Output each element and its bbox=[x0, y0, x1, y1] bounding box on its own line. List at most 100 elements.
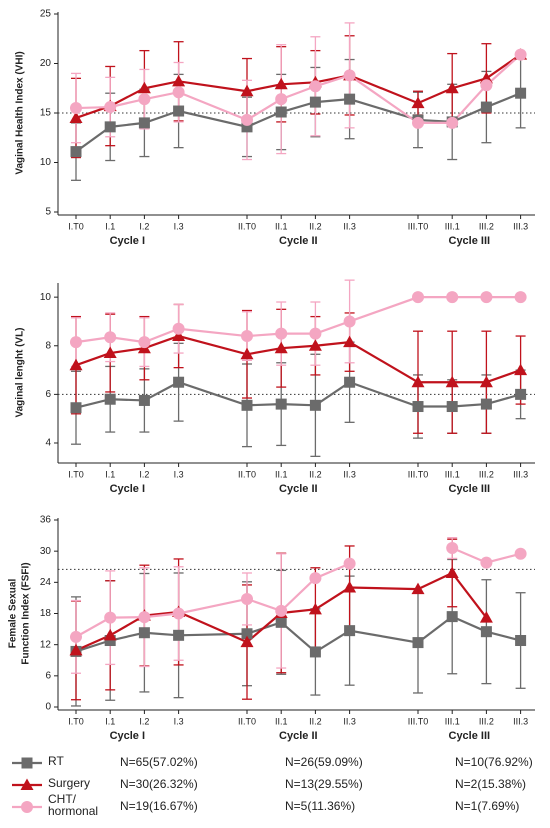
x-tick-label: III.2 bbox=[479, 221, 494, 231]
data-point bbox=[138, 394, 150, 406]
data-point bbox=[343, 335, 357, 348]
y-tick-label: 25 bbox=[40, 9, 52, 20]
data-point bbox=[514, 48, 527, 61]
data-point bbox=[241, 399, 253, 411]
y-tick-label: 36 bbox=[40, 515, 52, 526]
data-point bbox=[70, 102, 82, 115]
data-point bbox=[104, 331, 117, 344]
data-point bbox=[274, 341, 288, 354]
y-axis-label: Vaginal Health Index (VHI) bbox=[15, 51, 26, 174]
legend-symbol bbox=[21, 801, 33, 813]
data-point bbox=[479, 375, 493, 388]
legend-name: CHT/ hormonal bbox=[48, 792, 99, 818]
data-point bbox=[70, 146, 82, 158]
data-point bbox=[479, 611, 493, 623]
group-label: Cycle II bbox=[279, 235, 318, 247]
data-point bbox=[343, 581, 357, 593]
data-point bbox=[172, 607, 185, 620]
data-point bbox=[240, 635, 254, 648]
legend-cell: N=10(76.92%) bbox=[455, 755, 533, 769]
x-tick-label: II.T0 bbox=[238, 469, 256, 479]
y-tick-label: 30 bbox=[40, 546, 52, 557]
legend-marker bbox=[12, 757, 42, 769]
y-tick-label: 6 bbox=[45, 389, 51, 400]
data-point bbox=[412, 116, 424, 129]
data-point bbox=[412, 401, 424, 413]
data-point bbox=[241, 330, 253, 343]
data-point bbox=[412, 637, 424, 649]
data-point bbox=[172, 322, 185, 335]
x-tick-label: III.3 bbox=[513, 221, 528, 231]
y-tick-label: 5 bbox=[45, 207, 51, 218]
y-axis-label: Function Index (FSFI) bbox=[21, 562, 32, 664]
y-tick-label: 10 bbox=[40, 292, 52, 303]
x-tick-label: III.3 bbox=[513, 716, 528, 726]
x-tick-label: I.3 bbox=[174, 469, 184, 479]
data-point bbox=[480, 556, 493, 569]
y-tick-label: 0 bbox=[45, 702, 51, 713]
y-tick-label: 10 bbox=[40, 157, 52, 168]
series-line bbox=[75, 334, 521, 384]
chart-figure: 5 10 15 20 25 Vaginal Health Index (VHI) I.T0 I… bbox=[8, 9, 535, 742]
legend-row: RT N=65(57.02%) N=26(59.09%) N=10(76.92%) bbox=[0, 752, 550, 774]
data-point bbox=[275, 604, 288, 617]
y-axis-label: Vaginal lenght (VL) bbox=[15, 327, 26, 417]
y-tick-label: 12 bbox=[40, 639, 52, 650]
data-point bbox=[514, 363, 528, 376]
legend-cell: N=30(26.32%) bbox=[120, 777, 198, 791]
data-point bbox=[446, 291, 459, 304]
data-point bbox=[275, 106, 287, 118]
y-tick-label: 6 bbox=[45, 670, 51, 681]
data-point bbox=[275, 616, 287, 628]
x-tick-label: II.2 bbox=[309, 221, 322, 231]
data-point bbox=[69, 358, 83, 371]
data-point bbox=[69, 643, 83, 656]
series-line bbox=[75, 380, 521, 409]
x-tick-label: I.3 bbox=[174, 716, 184, 726]
data-point bbox=[275, 93, 288, 106]
data-point bbox=[308, 339, 322, 351]
x-tick-label: I.T0 bbox=[68, 716, 84, 726]
data-point bbox=[480, 291, 493, 304]
data-point bbox=[70, 336, 82, 349]
legend-symbol bbox=[21, 757, 33, 769]
x-tick-label: II.1 bbox=[275, 716, 288, 726]
data-point bbox=[309, 572, 322, 585]
data-point bbox=[308, 602, 322, 615]
x-tick-label: III.1 bbox=[445, 716, 460, 726]
legend-cell: N=5(11.36%) bbox=[285, 799, 356, 813]
data-point bbox=[480, 626, 492, 638]
x-tick-label: I.T0 bbox=[68, 469, 84, 479]
y-tick-label: 20 bbox=[40, 58, 52, 69]
data-point bbox=[69, 111, 83, 123]
data-point bbox=[480, 79, 493, 92]
data-point bbox=[104, 121, 116, 133]
x-tick-label: III.1 bbox=[445, 221, 460, 231]
x-tick-label: III.2 bbox=[479, 469, 494, 479]
data-point bbox=[240, 347, 254, 360]
data-point bbox=[343, 69, 356, 82]
data-point bbox=[275, 398, 287, 410]
data-point bbox=[104, 635, 116, 647]
x-tick-label: II.T0 bbox=[238, 221, 256, 231]
data-point bbox=[274, 77, 288, 90]
legend-name: Surgery bbox=[48, 776, 91, 790]
y-tick-label: 18 bbox=[40, 608, 52, 619]
x-tick-label: I.3 bbox=[174, 221, 184, 231]
data-point bbox=[275, 327, 288, 340]
legend-cell: N=1(7.69%) bbox=[455, 799, 520, 813]
series-line bbox=[75, 547, 521, 638]
legend-row: CHT/ hormonal N=19(16.67%) N=5(11.36%) N=1(… bbox=[0, 792, 550, 818]
group-label: Cycle III bbox=[449, 483, 491, 495]
data-point bbox=[172, 329, 186, 342]
data-point bbox=[343, 315, 356, 328]
legend-symbol bbox=[20, 778, 34, 790]
data-point bbox=[138, 117, 150, 129]
data-point bbox=[104, 393, 116, 405]
series-line bbox=[75, 53, 522, 119]
legend-cell: N=26(59.09%) bbox=[285, 755, 363, 769]
data-point bbox=[480, 101, 492, 113]
data-point bbox=[514, 547, 527, 560]
data-point bbox=[344, 93, 356, 105]
y-tick-label: 24 bbox=[40, 577, 52, 588]
